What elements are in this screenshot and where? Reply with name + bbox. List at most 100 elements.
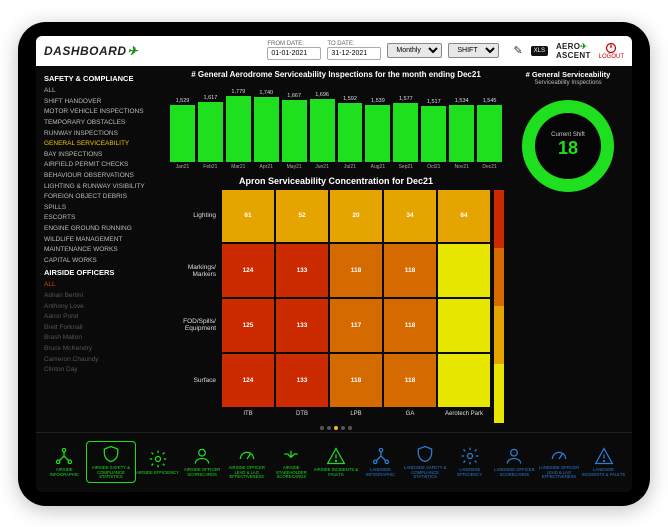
sidebar-item[interactable]: BAY INSPECTIONS bbox=[44, 149, 158, 160]
logout-button[interactable]: LOGOUT bbox=[599, 42, 624, 60]
bottom-nav-item[interactable]: LANDSIDE INFOGRAPHIC bbox=[358, 446, 403, 477]
sidebar-item[interactable]: MAINTENANCE WORKS bbox=[44, 244, 158, 255]
from-date-input[interactable] bbox=[267, 47, 321, 60]
heatmap-cell bbox=[438, 299, 490, 352]
sidebar-item[interactable]: TEMPORARY OBSTACLES bbox=[44, 117, 158, 128]
shift-select[interactable]: SHIFT bbox=[448, 43, 499, 58]
bar-column: 1,779Mar21 bbox=[226, 89, 251, 170]
bottom-nav-item[interactable]: LANDSIDE INCIDENTS & FAULTS bbox=[581, 446, 626, 477]
edit-icon[interactable]: ✎ bbox=[513, 44, 522, 57]
bar-column: 1,592Jul21 bbox=[338, 96, 363, 170]
sidebar-item[interactable]: MOTOR VEHICLE INSPECTIONS bbox=[44, 107, 158, 118]
pager-dot[interactable] bbox=[341, 426, 345, 430]
heatmap-row-label: FOD/Spills/ Equipment bbox=[168, 299, 220, 352]
bar-column: 1,617Feb21 bbox=[198, 95, 223, 170]
sidebar-group-safety: SAFETY & COMPLIANCE bbox=[44, 74, 158, 83]
bar-chart-title: # General Aerodrome Serviceability Inspe… bbox=[168, 70, 504, 79]
sidebar-group-officers: AIRSIDE OFFICERS bbox=[44, 268, 158, 277]
pager-dot[interactable] bbox=[334, 426, 338, 430]
sidebar-item[interactable]: ALL bbox=[44, 86, 158, 97]
bottom-nav-item[interactable]: AIRSIDE INCIDENTS & FAULTS bbox=[314, 446, 359, 477]
bottom-nav-item[interactable]: LANDSIDE SAFETY & COMPLIANCE STATISTICS bbox=[403, 444, 448, 480]
sidebar-item[interactable]: Adrian Bertini bbox=[44, 290, 158, 301]
sidebar-item[interactable]: Anthony Love bbox=[44, 301, 158, 312]
sidebar-item[interactable]: Clinton Day bbox=[44, 364, 158, 375]
heatmap-cell: 117 bbox=[330, 299, 382, 352]
sidebar-item[interactable]: SHIFT HANDOVER bbox=[44, 96, 158, 107]
heatmap-cell bbox=[438, 244, 490, 297]
bottom-nav-item[interactable]: AIRSIDE OFFICER LEAD & LAG EFFECTIVENESS bbox=[224, 444, 269, 480]
heatmap-cell: 52 bbox=[276, 190, 328, 243]
sidebar-item[interactable]: Bruce McKendry bbox=[44, 343, 158, 354]
bottom-nav-item[interactable]: AIRSIDE EFFICIENCY bbox=[135, 449, 180, 476]
heatmap-cell: 20 bbox=[330, 190, 382, 243]
bar-column: 1,667May21 bbox=[282, 93, 307, 169]
heatmap-cell: 118 bbox=[330, 244, 382, 297]
export-xls-button[interactable]: XLS bbox=[531, 46, 548, 56]
donut-subtitle: Serviceability Inspections bbox=[534, 80, 601, 86]
heatmap-cell: 133 bbox=[276, 244, 328, 297]
heatmap: Lighting6152203464Markings/ Markers12413… bbox=[168, 190, 490, 423]
bar-column: 1,539Aug21 bbox=[365, 98, 390, 170]
sidebar: SAFETY & COMPLIANCE ALLSHIFT HANDOVERMOT… bbox=[36, 66, 164, 432]
heatmap-cell: 118 bbox=[384, 299, 436, 352]
heatmap-row-label: Markings/ Markers bbox=[168, 244, 220, 297]
bottom-nav-item[interactable]: AIRSIDE OFFICER SCORECARDS bbox=[180, 446, 225, 477]
bar-column: 1,529Jan21 bbox=[170, 98, 195, 169]
bar-column: 1,740Apr21 bbox=[254, 90, 279, 169]
sidebar-item[interactable]: LIGHTING & RUNWAY VISIBILITY bbox=[44, 181, 158, 192]
sidebar-item[interactable]: SPILLS bbox=[44, 202, 158, 213]
sidebar-item[interactable]: BEHAVIOUR OBSERVATIONS bbox=[44, 170, 158, 181]
heatmap-cell: 133 bbox=[276, 299, 328, 352]
sidebar-item[interactable]: Brett Forknall bbox=[44, 322, 158, 333]
pager-dot[interactable] bbox=[327, 426, 331, 430]
heatmap-col-label: GA bbox=[384, 409, 436, 423]
sidebar-item[interactable]: GENERAL SERVICEABILITY bbox=[44, 138, 158, 149]
sidebar-item[interactable]: CAPITAL WORKS bbox=[44, 255, 158, 266]
sidebar-item[interactable]: Cameron Chaundy bbox=[44, 354, 158, 365]
bottom-nav-item[interactable]: LANDSIDE EFFICIENCY bbox=[447, 446, 492, 477]
donut-value: 18 bbox=[558, 138, 578, 159]
heatmap-col-label: ITB bbox=[222, 409, 274, 423]
sidebar-item[interactable]: AIRFIELD PERMIT CHECKS bbox=[44, 160, 158, 171]
bar-column: 1,534Nov21 bbox=[449, 98, 474, 170]
bar-column: 1,517Oct21 bbox=[421, 99, 446, 170]
bottom-nav-item[interactable]: LANDSIDE OFFICER SCORECARDS bbox=[492, 446, 537, 477]
heatmap-cell: 64 bbox=[438, 190, 490, 243]
bar-column: 1,545Dec21 bbox=[477, 98, 502, 170]
bottom-nav-item[interactable]: AIRSIDE INFOGRAPHIC bbox=[42, 446, 87, 477]
heatmap-cell bbox=[438, 354, 490, 407]
heatmap-cell: 118 bbox=[330, 354, 382, 407]
screen: DASHBOARD✈ FROM DATE: TO DATE: Monthly S… bbox=[36, 36, 632, 492]
bottom-nav: AIRSIDE INFOGRAPHICAIRSIDE SAFETY & COMP… bbox=[36, 432, 632, 492]
pager-dot[interactable] bbox=[348, 426, 352, 430]
sidebar-item[interactable]: Aaron Pond bbox=[44, 311, 158, 322]
dashboard-logo: DASHBOARD✈ bbox=[44, 44, 138, 58]
sidebar-item[interactable]: FOREIGN OBJECT DEBRIS bbox=[44, 191, 158, 202]
bottom-nav-item[interactable]: AIRSIDE STAKEHOLDER SCORECARDS bbox=[269, 444, 314, 480]
sidebar-item[interactable]: RUNWAY INSPECTIONS bbox=[44, 128, 158, 139]
pager-dot[interactable] bbox=[320, 426, 324, 430]
sidebar-item[interactable]: ALL bbox=[44, 280, 158, 291]
heatmap-cell: 124 bbox=[222, 244, 274, 297]
sidebar-item[interactable]: ENGINE GROUND RUNNING bbox=[44, 223, 158, 234]
sidebar-item[interactable]: ESCORTS bbox=[44, 213, 158, 224]
period-select[interactable]: Monthly bbox=[387, 43, 442, 58]
sidebar-item[interactable]: WILDLIFE MANAGEMENT bbox=[44, 234, 158, 245]
to-date-input[interactable] bbox=[327, 47, 381, 60]
donut-chart: Current Shift 18 bbox=[522, 100, 614, 192]
date-range: FROM DATE: TO DATE: bbox=[267, 41, 381, 60]
bottom-nav-item[interactable]: AIRSIDE SAFETY & COMPLIANCE STATISTICS bbox=[87, 442, 136, 482]
bar-chart: 1,529Jan211,617Feb211,779Mar211,740Apr21… bbox=[168, 82, 504, 170]
sidebar-item[interactable]: Brash Mallon bbox=[44, 333, 158, 344]
heatmap-cell: 125 bbox=[222, 299, 274, 352]
tablet-frame: DASHBOARD✈ FROM DATE: TO DATE: Monthly S… bbox=[18, 22, 650, 506]
heatmap-legend bbox=[494, 190, 504, 423]
heatmap-cell: 61 bbox=[222, 190, 274, 243]
page-dots[interactable] bbox=[168, 426, 504, 430]
heatmap-col-label: DTB bbox=[276, 409, 328, 423]
heatmap-cell: 34 bbox=[384, 190, 436, 243]
heatmap-cell: 133 bbox=[276, 354, 328, 407]
bottom-nav-item[interactable]: LANDSIDE OFFICER LEAD & LAG EFFECTIVENES… bbox=[537, 444, 582, 480]
heatmap-row-label: Lighting bbox=[168, 190, 220, 243]
